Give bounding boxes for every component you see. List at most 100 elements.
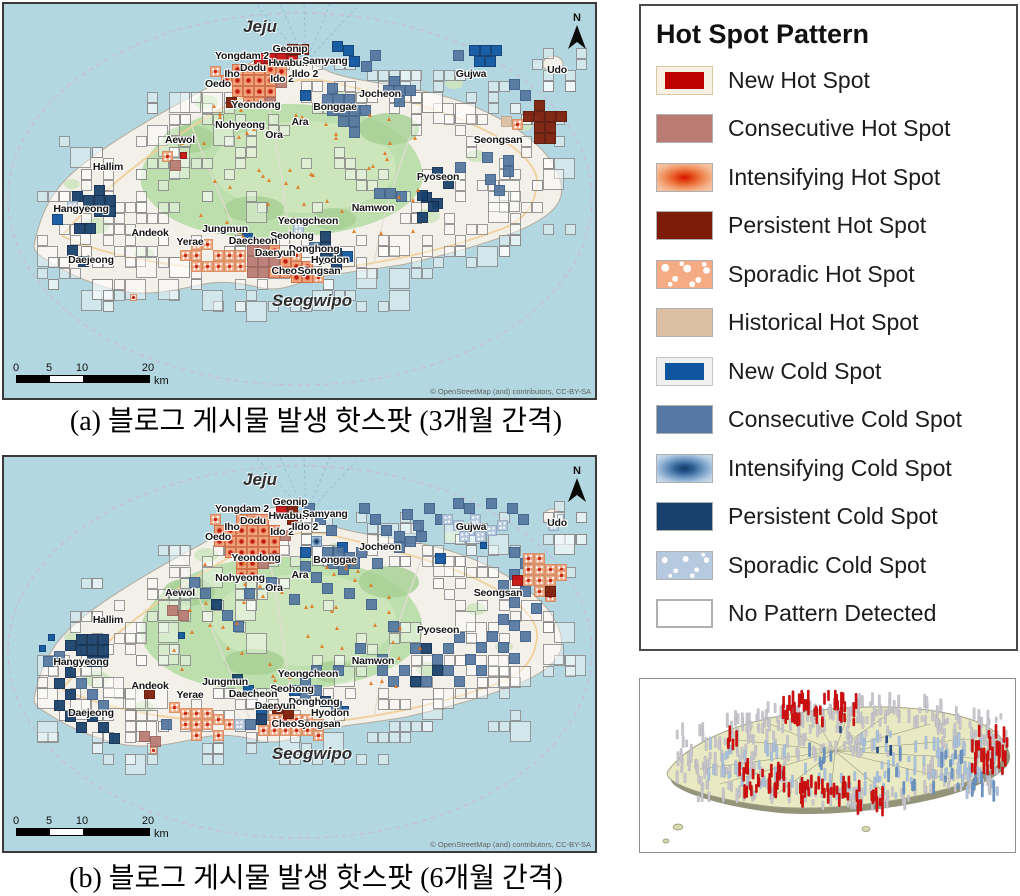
density-bar-3d bbox=[761, 768, 765, 778]
cell-sh bbox=[180, 250, 191, 261]
density-bar-3d bbox=[801, 795, 805, 808]
cell-none bbox=[169, 567, 180, 578]
legend-item-label: Intensifying Cold Spot bbox=[728, 454, 952, 481]
density-bar-3d bbox=[708, 751, 712, 760]
cell-none bbox=[477, 677, 488, 688]
cell-ih bbox=[236, 569, 247, 580]
town-label: Samyang bbox=[302, 508, 348, 520]
cell-pc bbox=[85, 223, 96, 234]
cell-ih bbox=[232, 86, 243, 97]
cell-none bbox=[59, 136, 70, 147]
cell-cc bbox=[245, 719, 256, 730]
peak-marker-icon bbox=[368, 583, 373, 587]
cell-none bbox=[81, 180, 92, 191]
density-bar-3d bbox=[1002, 726, 1006, 743]
cell-none bbox=[367, 644, 378, 655]
density-bar-3d bbox=[754, 744, 758, 757]
peak-marker-icon bbox=[240, 233, 245, 238]
north-arrow-icon: N bbox=[564, 465, 590, 507]
cell-none bbox=[213, 688, 224, 699]
cell-cc bbox=[453, 498, 464, 509]
density-bar-3d bbox=[823, 692, 826, 705]
peak-marker-icon bbox=[378, 231, 383, 236]
cell-none bbox=[202, 290, 223, 311]
density-bar-3d bbox=[984, 734, 987, 747]
legend-panel: Hot Spot Pattern New Hot Spot Consecutive… bbox=[639, 4, 1018, 651]
cell-none bbox=[224, 688, 235, 699]
cell-pc bbox=[54, 700, 65, 711]
density-bar-3d bbox=[807, 787, 811, 797]
density-bar-3d bbox=[767, 716, 771, 732]
cell-cc bbox=[338, 116, 349, 127]
density-bar-3d bbox=[947, 780, 951, 790]
density-bar-3d bbox=[970, 762, 974, 773]
cell-none bbox=[510, 191, 521, 202]
cell-none bbox=[114, 224, 125, 235]
cell-sc bbox=[459, 531, 470, 542]
cell-none bbox=[312, 290, 333, 311]
town-label: Aewol bbox=[165, 587, 195, 599]
density-bar-3d bbox=[987, 779, 991, 795]
density-bar-3d bbox=[675, 729, 679, 740]
density-bar-3d bbox=[986, 709, 990, 720]
town-label: Ora bbox=[265, 582, 283, 594]
density-bar-3d bbox=[748, 767, 752, 779]
cell-cc bbox=[421, 676, 432, 687]
ferry-route-lines bbox=[255, 4, 357, 63]
density-bar-3d bbox=[764, 740, 768, 754]
density-bar-3d bbox=[859, 749, 863, 757]
town-label: Songsan bbox=[297, 265, 341, 277]
cell-ih bbox=[247, 525, 258, 536]
cell-none bbox=[246, 600, 257, 611]
peak-marker-icon bbox=[413, 135, 418, 140]
cell-ch bbox=[167, 605, 178, 616]
density-bar-3d bbox=[744, 762, 748, 775]
cell-none bbox=[389, 556, 400, 567]
cell-ih bbox=[247, 536, 258, 547]
density-bar-3d bbox=[853, 801, 857, 810]
cell-pc bbox=[76, 645, 87, 656]
map-panel-b: Yongdam 2 Geonip Hwabuk Samyang Iho Dodu Ido 2… bbox=[2, 455, 597, 853]
density-bar-3d bbox=[986, 750, 990, 762]
cell-none bbox=[246, 301, 267, 322]
density-bar-3d bbox=[930, 756, 934, 770]
density-bar-3d bbox=[932, 736, 936, 751]
peak-marker-icon bbox=[234, 620, 239, 625]
cell-cc bbox=[388, 676, 399, 687]
peak-marker-icon bbox=[343, 565, 348, 570]
cell-none bbox=[147, 589, 158, 600]
map-attribution: © OpenStreetMap (and) contributors, CC-B… bbox=[430, 387, 591, 396]
cell-none bbox=[499, 666, 510, 677]
town-label: Pyoseon bbox=[416, 624, 460, 636]
cell-none bbox=[455, 180, 466, 191]
cell-sh bbox=[191, 261, 202, 272]
density-bar-3d bbox=[887, 768, 891, 783]
scale-bar-segment bbox=[17, 376, 50, 382]
density-bar-3d bbox=[796, 748, 800, 756]
cell-cc bbox=[498, 580, 509, 591]
cell-pc bbox=[331, 248, 342, 259]
legend-item-label: Consecutive Hot Spot bbox=[728, 115, 951, 142]
town-label: Jocheon bbox=[359, 541, 401, 553]
density-bar-3d bbox=[770, 751, 774, 762]
town-label: Daejeong bbox=[68, 707, 114, 719]
cell-ph bbox=[298, 44, 309, 55]
density-bar-3d bbox=[863, 780, 867, 796]
cell-pc bbox=[98, 634, 109, 645]
density-bar-3d bbox=[821, 800, 825, 811]
density-bar-3d bbox=[876, 746, 879, 754]
cell-none bbox=[400, 213, 411, 224]
cell-sc bbox=[293, 223, 304, 234]
density-bar-3d bbox=[864, 729, 868, 737]
legend-item: Persistent Cold Spot bbox=[656, 493, 1016, 542]
peak-marker-icon bbox=[386, 610, 391, 615]
peak-marker-icon bbox=[237, 134, 242, 139]
density-bar-3d bbox=[809, 774, 813, 789]
legend-item-label: Persistent Hot Spot bbox=[728, 212, 927, 239]
cell-pc bbox=[109, 733, 120, 744]
cell-pc bbox=[54, 678, 65, 689]
hotspot-cell-layer bbox=[4, 4, 595, 398]
cell-none bbox=[290, 754, 301, 765]
cell-ph bbox=[226, 97, 237, 108]
